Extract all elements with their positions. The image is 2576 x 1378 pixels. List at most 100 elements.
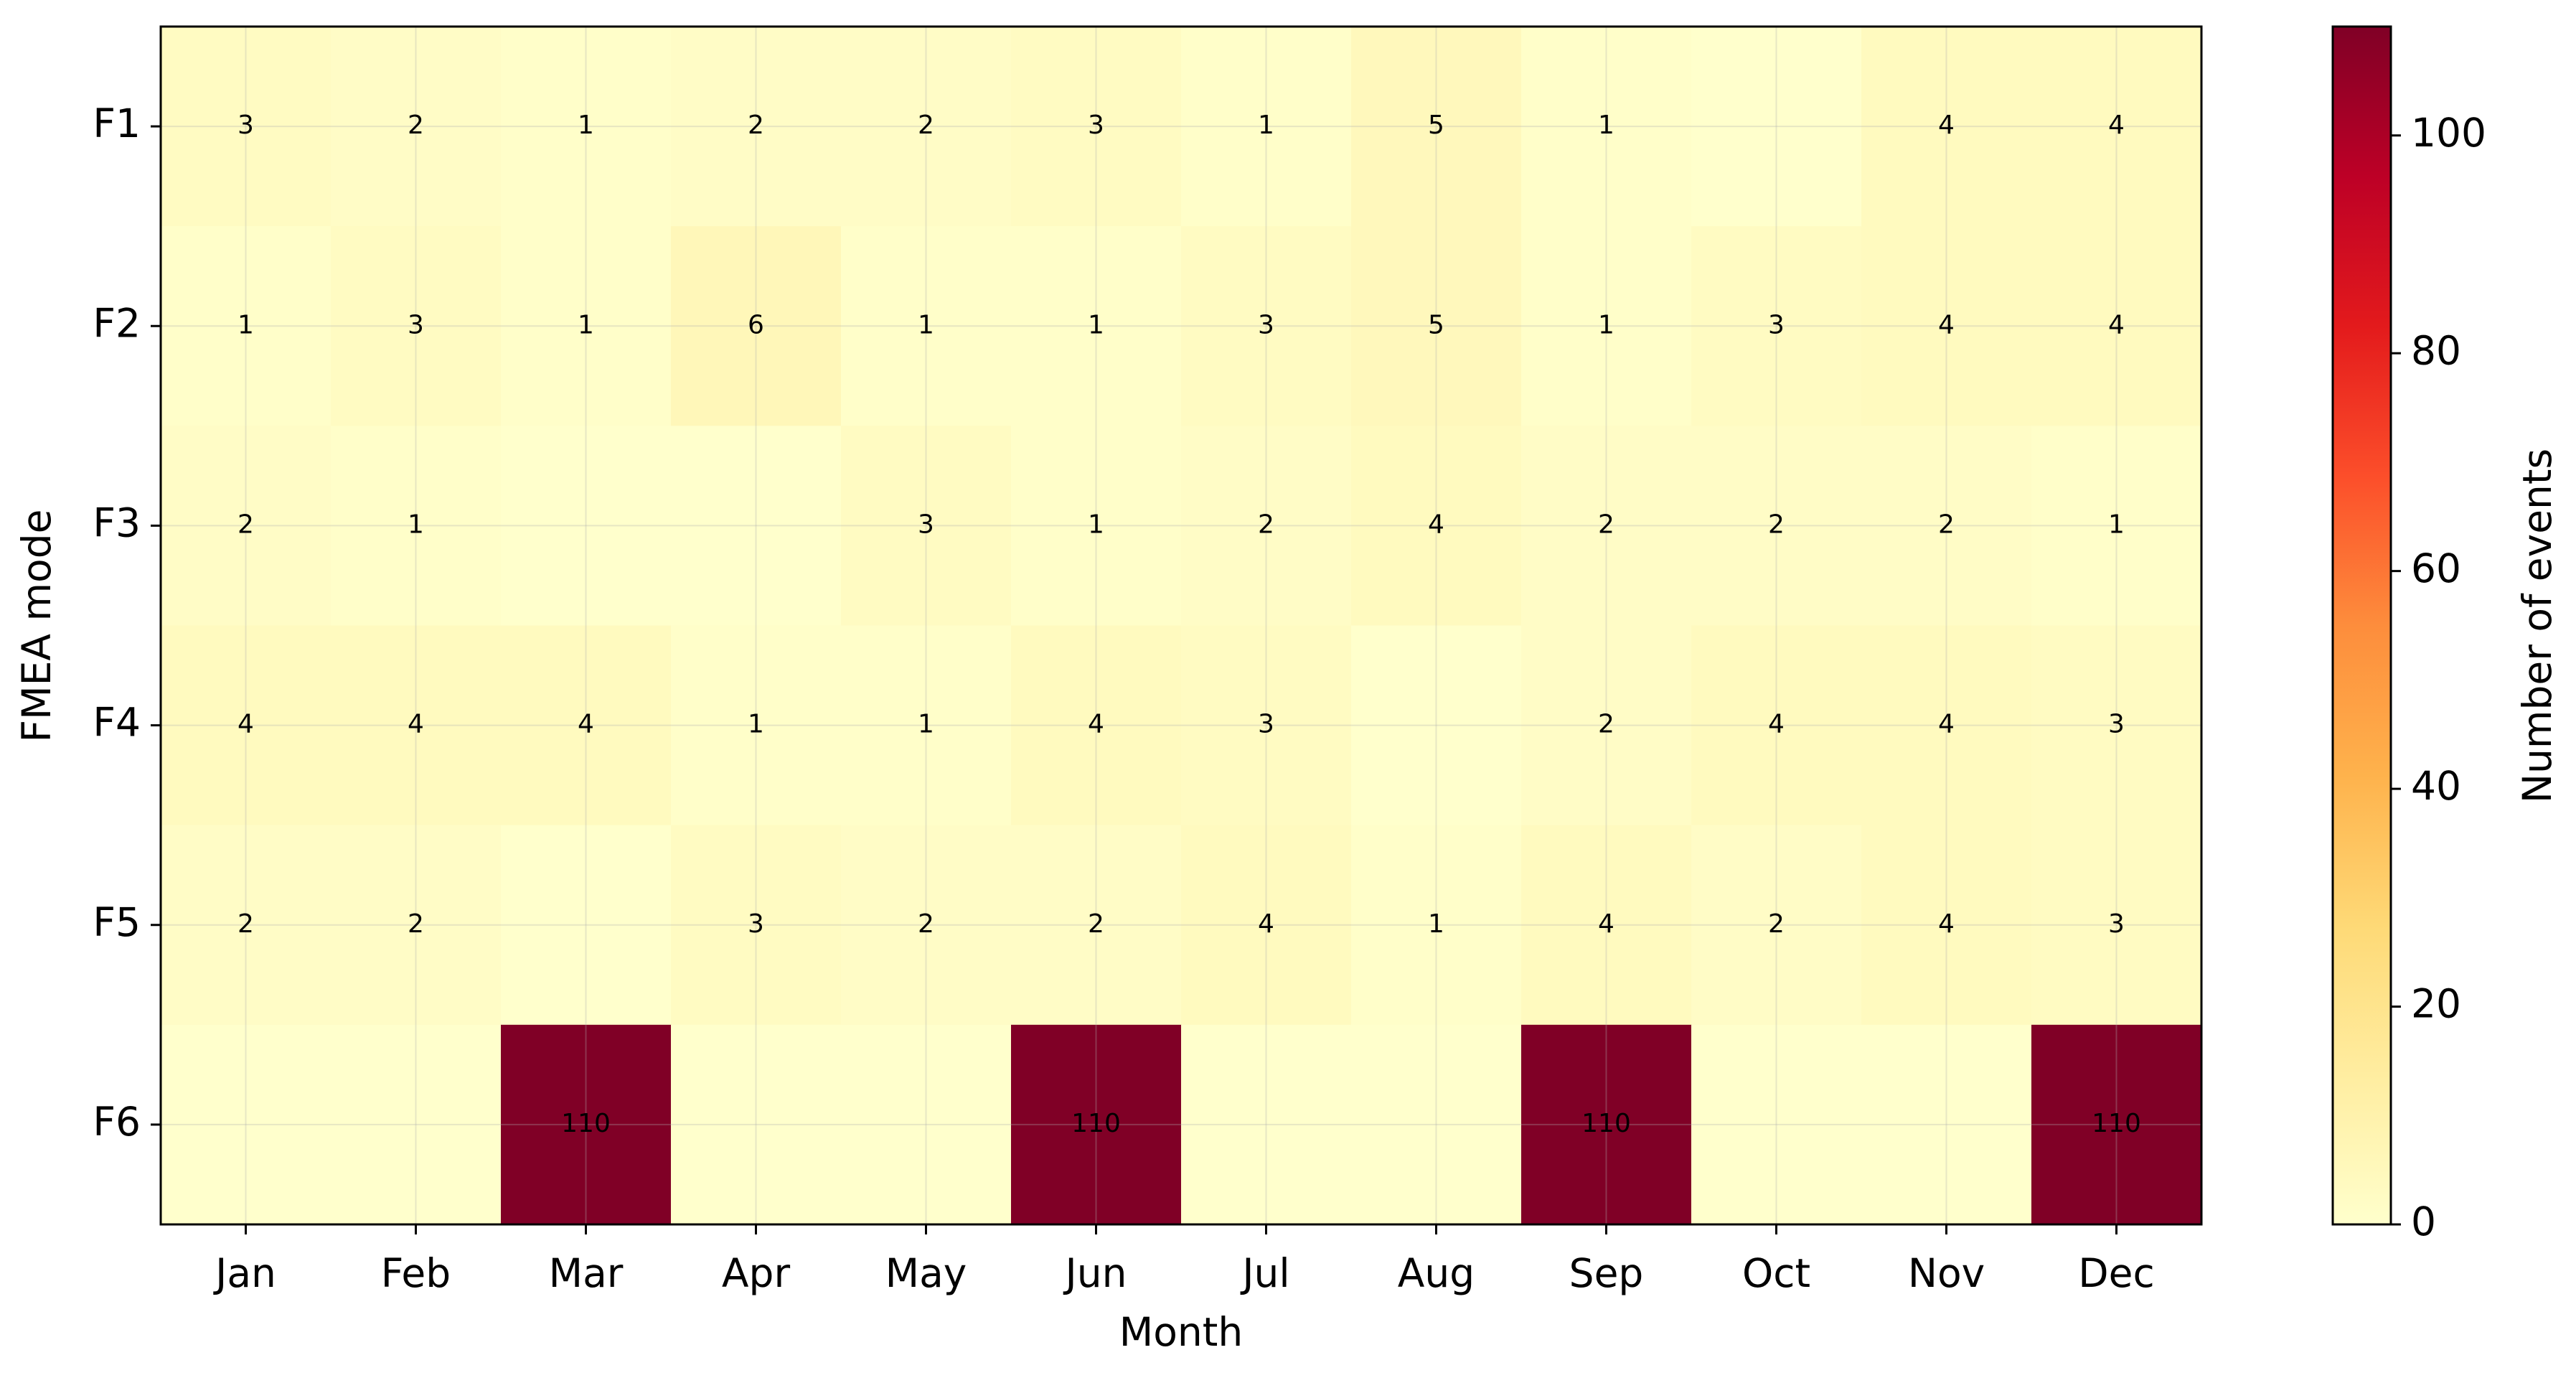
heatmap-cell	[1691, 625, 1862, 826]
cell-label: 1	[1598, 111, 1614, 140]
cell-label: 2	[918, 909, 934, 939]
colorbar-tick-label: 40	[2411, 763, 2461, 809]
cell-label: 4	[578, 710, 594, 739]
heatmap-cell	[331, 825, 502, 1026]
heatmap-cell	[1861, 27, 2032, 227]
cell-label: 1	[2108, 510, 2125, 539]
heatmap-cell	[1351, 1024, 1522, 1225]
colorbar-tick-label: 80	[2411, 327, 2461, 373]
heatmap-cell	[331, 1024, 502, 1225]
y-axis-label: FMEA mode	[14, 510, 60, 743]
cell-label: 3	[748, 909, 764, 939]
cell-label: 2	[1768, 909, 1785, 939]
y-tick-label: F4	[93, 700, 141, 746]
x-axis-label: Month	[1119, 1309, 1243, 1355]
heatmap-cell	[2031, 27, 2202, 227]
cell-label: 4	[1088, 710, 1104, 739]
cell-label: 3	[1768, 310, 1785, 339]
cell-label: 4	[2108, 111, 2125, 140]
x-tick-label: Aug	[1398, 1250, 1475, 1296]
cell-label: 3	[238, 111, 254, 140]
cell-label: 110	[1581, 1109, 1631, 1138]
cell-label: 110	[1071, 1109, 1121, 1138]
heatmap-cell	[161, 625, 332, 826]
heatmap-cell	[2031, 825, 2202, 1026]
y-tick-label: F2	[93, 300, 141, 346]
cell-label: 2	[1938, 510, 1955, 539]
heatmap-cell	[2031, 625, 2202, 826]
cell-label: 1	[918, 310, 934, 339]
cell-label: 1	[1428, 909, 1444, 939]
cell-label: 3	[408, 310, 424, 339]
x-tick-label: Jan	[213, 1250, 276, 1296]
heatmap-cell	[161, 426, 332, 626]
heatmap-cell	[841, 226, 1012, 426]
heatmap-cell	[1181, 625, 1352, 826]
cell-label: 2	[918, 111, 934, 140]
cell-label: 4	[1938, 111, 1955, 140]
heatmap-cell	[2031, 1024, 2202, 1225]
cell-label: 2	[238, 909, 254, 939]
cell-label: 1	[238, 310, 254, 339]
cell-label: 3	[1258, 310, 1274, 339]
cell-label: 3	[1088, 111, 1104, 140]
colorbar	[2331, 25, 2392, 1226]
x-tick-label: Jun	[1063, 1250, 1127, 1296]
heatmap-cell	[1351, 426, 1522, 626]
cell-label: 1	[408, 510, 424, 539]
heatmap-cell	[331, 625, 502, 826]
cell-label: 2	[1768, 510, 1785, 539]
heatmap-cell	[1011, 825, 1182, 1026]
cell-label: 4	[1768, 710, 1785, 739]
heatmap-cell	[1521, 426, 1692, 626]
heatmap-cell	[1011, 226, 1182, 426]
x-tick-label: Sep	[1569, 1250, 1644, 1296]
cell-label: 3	[918, 510, 934, 539]
heatmap-cell	[1011, 426, 1182, 626]
plot-frame	[159, 25, 2203, 1226]
cell-label: 1	[1258, 111, 1274, 140]
heatmap-cell	[1181, 825, 1352, 1026]
heatmap-cell	[1861, 226, 2032, 426]
cell-label: 2	[1598, 710, 1614, 739]
cell-label: 1	[578, 310, 594, 339]
heatmap-cell	[1351, 226, 1522, 426]
heatmap-cell	[671, 426, 842, 626]
x-tick-label: Nov	[1908, 1250, 1985, 1296]
cell-label: 1	[1088, 310, 1104, 339]
colorbar-tick-label: 60	[2411, 545, 2461, 591]
x-tick-label: May	[885, 1250, 967, 1296]
cell-label: 1	[1088, 510, 1104, 539]
heatmap-cell	[1011, 1024, 1182, 1225]
cell-label: 1	[578, 111, 594, 140]
heatmap-cell	[501, 27, 672, 227]
cell-label: 2	[1258, 510, 1274, 539]
cell-label: 5	[1428, 310, 1444, 339]
cell-label: 1	[748, 710, 764, 739]
y-tick-label: F5	[93, 899, 141, 945]
heatmap-cell	[331, 226, 502, 426]
heatmap-cell	[501, 825, 672, 1026]
heatmap-cell	[161, 27, 332, 227]
heatmap-cell	[841, 625, 1012, 826]
heatmap-cell	[161, 1024, 332, 1225]
cell-label: 4	[1938, 710, 1955, 739]
heatmap-cell	[1011, 625, 1182, 826]
heatmap-cell	[1181, 426, 1352, 626]
cell-label: 4	[1938, 909, 1955, 939]
cell-label: 110	[561, 1109, 611, 1138]
heatmap-cell	[161, 825, 332, 1026]
cell-label: 5	[1428, 111, 1444, 140]
heatmap-cell	[1691, 825, 1862, 1026]
x-tick-label: Dec	[2078, 1250, 2154, 1296]
cell-label: 2	[1088, 909, 1104, 939]
cell-label: 4	[1938, 310, 1955, 339]
cell-label: 3	[2108, 710, 2125, 739]
cell-label: 4	[2108, 310, 2125, 339]
heatmap-cell	[671, 625, 842, 826]
cell-label: 4	[1428, 510, 1444, 539]
cell-label: 6	[748, 310, 764, 339]
heatmap-cell	[1181, 27, 1352, 227]
x-tick-label: Feb	[381, 1250, 451, 1296]
